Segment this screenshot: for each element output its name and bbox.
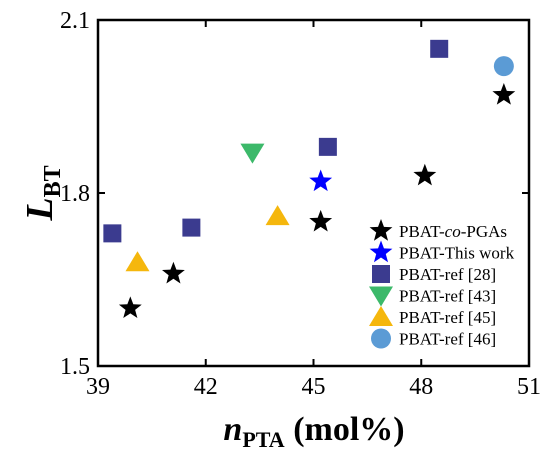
legend-marker xyxy=(372,265,390,283)
x-tick-label: 48 xyxy=(409,374,433,400)
y-tick-label: 1.8 xyxy=(60,181,90,207)
legend-marker xyxy=(369,286,393,307)
data-point xyxy=(309,209,333,232)
data-point xyxy=(125,251,150,272)
x-axis-label: nPTA (mol%) xyxy=(223,411,404,452)
legend-label: PBAT-This work xyxy=(399,244,515,263)
axis-ticks: 39 42 45 48 51 1.5 1.8 2.1 xyxy=(60,8,541,400)
data-point xyxy=(413,163,437,186)
x-axis-label-sub: PTA xyxy=(242,427,284,452)
data-point xyxy=(318,137,337,156)
y-tick-label: 1.5 xyxy=(60,354,90,380)
y-tick-label: 2.1 xyxy=(60,8,90,34)
legend-label: PBAT-co-PGAs xyxy=(399,222,507,241)
x-tick-label: 42 xyxy=(194,374,218,400)
y-axis-label-sub: BT xyxy=(40,165,66,197)
legend: PBAT-co-PGAs PBAT-This work PBAT-ref [28] P… xyxy=(369,219,515,349)
x-axis-label-unit: (mol%) xyxy=(285,411,405,448)
data-point xyxy=(493,56,514,77)
legend-marker xyxy=(369,219,393,241)
x-axis-label-main: n xyxy=(223,411,242,448)
data-point xyxy=(492,82,516,105)
data-points xyxy=(103,39,516,319)
data-point xyxy=(182,218,201,237)
data-point xyxy=(162,261,185,284)
legend-label: PBAT-ref [45] xyxy=(399,308,496,327)
y-axis-label-main: L xyxy=(19,197,61,221)
legend-label: PBAT-ref [46] xyxy=(399,330,496,349)
x-tick-label: 51 xyxy=(517,374,541,400)
x-tick-label: 39 xyxy=(86,374,110,400)
data-point xyxy=(309,169,333,192)
legend-label: PBAT-ref [28] xyxy=(399,265,496,284)
data-point xyxy=(240,143,265,164)
legend-label: PBAT-ref [43] xyxy=(399,287,496,306)
data-point xyxy=(265,205,290,226)
x-tick-label: 45 xyxy=(302,374,326,400)
legend-marker xyxy=(371,328,391,349)
data-point xyxy=(103,224,122,243)
y-axis-label: LBT xyxy=(19,165,66,221)
legend-marker xyxy=(369,240,393,263)
data-point xyxy=(430,39,449,58)
data-point xyxy=(118,296,142,319)
legend-marker xyxy=(369,306,393,326)
